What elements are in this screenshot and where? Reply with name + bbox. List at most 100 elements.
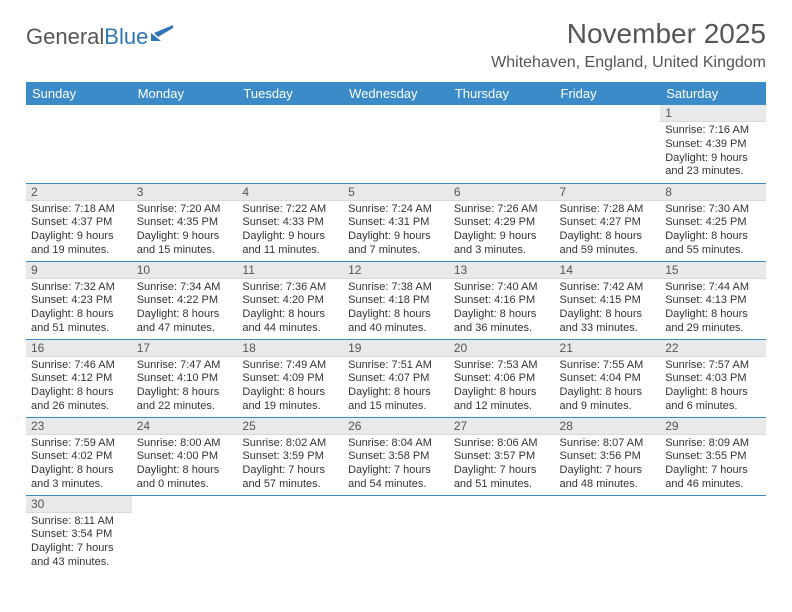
calendar-cell: 13Sunrise: 7:40 AMSunset: 4:16 PMDayligh… (449, 261, 555, 339)
weekday-header: Tuesday (237, 82, 343, 105)
day-number: 16 (26, 340, 132, 357)
day-details: Sunrise: 7:36 AMSunset: 4:20 PMDaylight:… (237, 279, 343, 339)
day-number: 11 (237, 262, 343, 279)
calendar-header: SundayMondayTuesdayWednesdayThursdayFrid… (26, 82, 766, 105)
day-number: 14 (555, 262, 661, 279)
day-details: Sunrise: 7:34 AMSunset: 4:22 PMDaylight:… (132, 279, 238, 339)
month-title: November 2025 (491, 18, 766, 50)
calendar-cell: 17Sunrise: 7:47 AMSunset: 4:10 PMDayligh… (132, 339, 238, 417)
day-number: 27 (449, 418, 555, 435)
calendar-cell: 21Sunrise: 7:55 AMSunset: 4:04 PMDayligh… (555, 339, 661, 417)
day-number: 3 (132, 184, 238, 201)
flag-icon (151, 25, 173, 41)
calendar-cell (343, 105, 449, 183)
day-details: Sunrise: 7:20 AMSunset: 4:35 PMDaylight:… (132, 201, 238, 261)
day-number: 20 (449, 340, 555, 357)
brand-part1: General (26, 24, 104, 50)
calendar-cell: 7Sunrise: 7:28 AMSunset: 4:27 PMDaylight… (555, 183, 661, 261)
day-details: Sunrise: 7:53 AMSunset: 4:06 PMDaylight:… (449, 357, 555, 417)
day-details: Sunrise: 7:24 AMSunset: 4:31 PMDaylight:… (343, 201, 449, 261)
calendar-cell: 6Sunrise: 7:26 AMSunset: 4:29 PMDaylight… (449, 183, 555, 261)
calendar-cell: 24Sunrise: 8:00 AMSunset: 4:00 PMDayligh… (132, 417, 238, 495)
calendar-cell (132, 105, 238, 183)
day-details: Sunrise: 7:32 AMSunset: 4:23 PMDaylight:… (26, 279, 132, 339)
calendar-cell: 28Sunrise: 8:07 AMSunset: 3:56 PMDayligh… (555, 417, 661, 495)
calendar-cell: 19Sunrise: 7:51 AMSunset: 4:07 PMDayligh… (343, 339, 449, 417)
calendar-cell: 14Sunrise: 7:42 AMSunset: 4:15 PMDayligh… (555, 261, 661, 339)
day-number: 19 (343, 340, 449, 357)
day-details: Sunrise: 7:51 AMSunset: 4:07 PMDaylight:… (343, 357, 449, 417)
calendar-cell: 4Sunrise: 7:22 AMSunset: 4:33 PMDaylight… (237, 183, 343, 261)
calendar-cell (132, 495, 238, 573)
calendar-cell: 5Sunrise: 7:24 AMSunset: 4:31 PMDaylight… (343, 183, 449, 261)
day-details: Sunrise: 7:16 AMSunset: 4:39 PMDaylight:… (660, 122, 766, 182)
day-number: 24 (132, 418, 238, 435)
calendar-week: 1Sunrise: 7:16 AMSunset: 4:39 PMDaylight… (26, 105, 766, 183)
calendar-cell: 30Sunrise: 8:11 AMSunset: 3:54 PMDayligh… (26, 495, 132, 573)
calendar-cell: 23Sunrise: 7:59 AMSunset: 4:02 PMDayligh… (26, 417, 132, 495)
weekday-header: Saturday (660, 82, 766, 105)
calendar-week: 30Sunrise: 8:11 AMSunset: 3:54 PMDayligh… (26, 495, 766, 573)
day-number: 30 (26, 496, 132, 513)
day-details: Sunrise: 8:02 AMSunset: 3:59 PMDaylight:… (237, 435, 343, 495)
header: GeneralBlue November 2025 Whitehaven, En… (26, 18, 766, 72)
day-details: Sunrise: 7:26 AMSunset: 4:29 PMDaylight:… (449, 201, 555, 261)
calendar-cell: 25Sunrise: 8:02 AMSunset: 3:59 PMDayligh… (237, 417, 343, 495)
weekday-header: Monday (132, 82, 238, 105)
weekday-header: Sunday (26, 82, 132, 105)
calendar-cell: 20Sunrise: 7:53 AMSunset: 4:06 PMDayligh… (449, 339, 555, 417)
calendar-cell: 27Sunrise: 8:06 AMSunset: 3:57 PMDayligh… (449, 417, 555, 495)
calendar-cell: 11Sunrise: 7:36 AMSunset: 4:20 PMDayligh… (237, 261, 343, 339)
day-number: 5 (343, 184, 449, 201)
calendar-cell: 2Sunrise: 7:18 AMSunset: 4:37 PMDaylight… (26, 183, 132, 261)
day-number: 6 (449, 184, 555, 201)
weekday-header: Wednesday (343, 82, 449, 105)
day-details: Sunrise: 7:42 AMSunset: 4:15 PMDaylight:… (555, 279, 661, 339)
day-details: Sunrise: 7:38 AMSunset: 4:18 PMDaylight:… (343, 279, 449, 339)
weekday-header: Thursday (449, 82, 555, 105)
day-number: 12 (343, 262, 449, 279)
calendar-cell (343, 495, 449, 573)
calendar-week: 9Sunrise: 7:32 AMSunset: 4:23 PMDaylight… (26, 261, 766, 339)
brand-part2: Blue (104, 24, 148, 50)
day-details: Sunrise: 8:04 AMSunset: 3:58 PMDaylight:… (343, 435, 449, 495)
day-details: Sunrise: 7:30 AMSunset: 4:25 PMDaylight:… (660, 201, 766, 261)
day-details: Sunrise: 8:11 AMSunset: 3:54 PMDaylight:… (26, 513, 132, 573)
day-details: Sunrise: 8:07 AMSunset: 3:56 PMDaylight:… (555, 435, 661, 495)
day-number: 9 (26, 262, 132, 279)
day-details: Sunrise: 7:40 AMSunset: 4:16 PMDaylight:… (449, 279, 555, 339)
calendar-cell: 15Sunrise: 7:44 AMSunset: 4:13 PMDayligh… (660, 261, 766, 339)
calendar-cell: 29Sunrise: 8:09 AMSunset: 3:55 PMDayligh… (660, 417, 766, 495)
day-details: Sunrise: 7:47 AMSunset: 4:10 PMDaylight:… (132, 357, 238, 417)
day-details: Sunrise: 7:46 AMSunset: 4:12 PMDaylight:… (26, 357, 132, 417)
day-details: Sunrise: 7:59 AMSunset: 4:02 PMDaylight:… (26, 435, 132, 495)
day-number: 2 (26, 184, 132, 201)
day-details: Sunrise: 7:55 AMSunset: 4:04 PMDaylight:… (555, 357, 661, 417)
day-details: Sunrise: 7:22 AMSunset: 4:33 PMDaylight:… (237, 201, 343, 261)
day-number: 28 (555, 418, 661, 435)
day-number: 26 (343, 418, 449, 435)
day-number: 15 (660, 262, 766, 279)
calendar-cell: 16Sunrise: 7:46 AMSunset: 4:12 PMDayligh… (26, 339, 132, 417)
calendar-cell (555, 105, 661, 183)
day-number: 17 (132, 340, 238, 357)
day-number: 10 (132, 262, 238, 279)
calendar-body: 1Sunrise: 7:16 AMSunset: 4:39 PMDaylight… (26, 105, 766, 573)
day-number: 22 (660, 340, 766, 357)
day-details: Sunrise: 7:44 AMSunset: 4:13 PMDaylight:… (660, 279, 766, 339)
calendar-cell (237, 105, 343, 183)
calendar-cell (555, 495, 661, 573)
calendar-cell: 22Sunrise: 7:57 AMSunset: 4:03 PMDayligh… (660, 339, 766, 417)
calendar-cell: 9Sunrise: 7:32 AMSunset: 4:23 PMDaylight… (26, 261, 132, 339)
day-number: 13 (449, 262, 555, 279)
calendar-cell: 12Sunrise: 7:38 AMSunset: 4:18 PMDayligh… (343, 261, 449, 339)
calendar-cell: 18Sunrise: 7:49 AMSunset: 4:09 PMDayligh… (237, 339, 343, 417)
calendar-table: SundayMondayTuesdayWednesdayThursdayFrid… (26, 82, 766, 573)
day-details: Sunrise: 7:49 AMSunset: 4:09 PMDaylight:… (237, 357, 343, 417)
day-details: Sunrise: 8:06 AMSunset: 3:57 PMDaylight:… (449, 435, 555, 495)
day-details: Sunrise: 7:28 AMSunset: 4:27 PMDaylight:… (555, 201, 661, 261)
day-number: 4 (237, 184, 343, 201)
day-details: Sunrise: 7:57 AMSunset: 4:03 PMDaylight:… (660, 357, 766, 417)
day-number: 21 (555, 340, 661, 357)
day-number: 8 (660, 184, 766, 201)
